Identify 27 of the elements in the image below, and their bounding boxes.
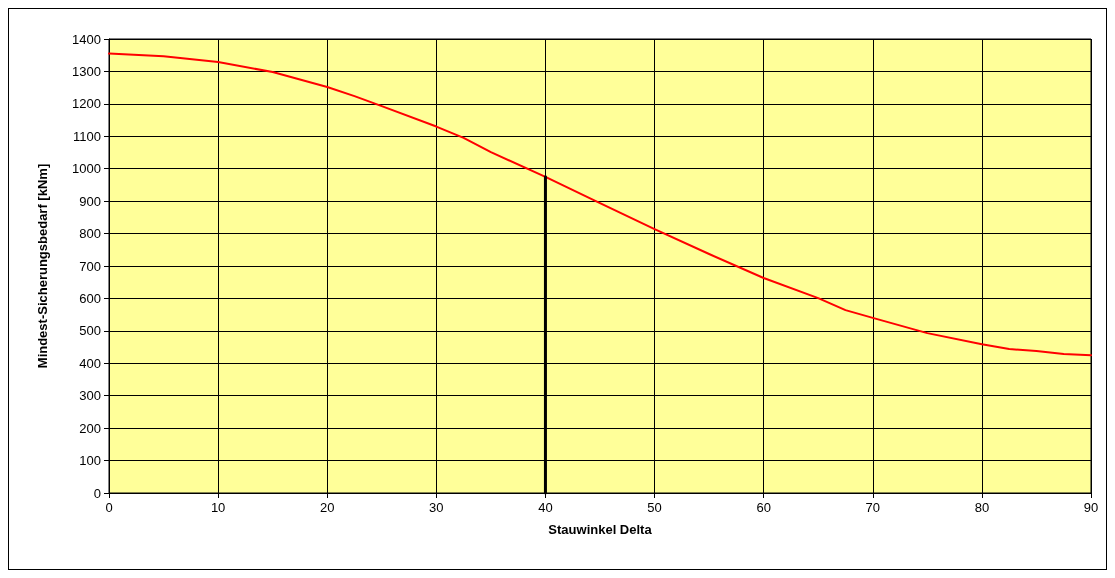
x-tick-label: 60 <box>756 500 771 515</box>
y-tick-label: 700 <box>79 258 101 274</box>
y-tick-label: 1200 <box>72 96 101 112</box>
x-axis-title: Stauwinkel Delta <box>548 522 653 537</box>
x-tick-label: 40 <box>538 500 553 515</box>
x-tick-label: 50 <box>647 500 662 515</box>
y-tick-label: 1400 <box>72 31 101 47</box>
x-tick-label: 90 <box>1083 500 1099 515</box>
y-tick-label: 100 <box>79 453 101 469</box>
y-tick-label: 200 <box>79 420 101 436</box>
y-tick-label: 800 <box>79 226 101 242</box>
y-tick-label: 500 <box>79 323 101 339</box>
y-tick-label: 400 <box>79 355 101 371</box>
y-tick-label: 900 <box>79 193 101 209</box>
y-tick-label: 600 <box>79 290 101 306</box>
x-tick-label: 10 <box>210 500 226 515</box>
x-tick-label: 20 <box>319 500 335 515</box>
y-tick-label: 1300 <box>72 63 101 79</box>
y-axis-title: Mindest-Sicherungsbedarf [kNm] <box>35 163 50 369</box>
x-tick-label: 80 <box>974 500 990 515</box>
y-tick-label: 0 <box>93 485 101 501</box>
y-tick-label: 300 <box>79 388 101 404</box>
x-tick-label: 70 <box>865 500 881 515</box>
x-tick-label: 0 <box>105 500 113 515</box>
y-tick-label: 1100 <box>73 128 101 144</box>
x-tick-label: 30 <box>429 500 444 515</box>
y-tick-label: 1000 <box>72 161 101 177</box>
